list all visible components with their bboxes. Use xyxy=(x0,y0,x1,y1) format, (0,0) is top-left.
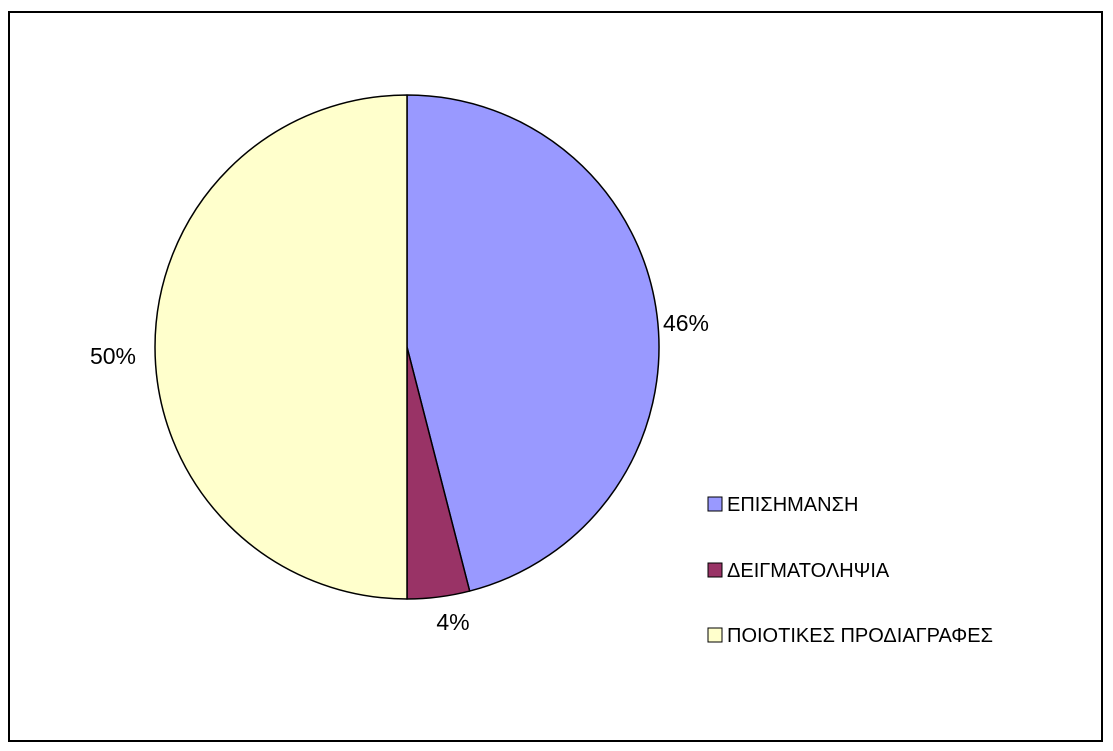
legend-swatch-deigmatolipsia xyxy=(707,562,723,578)
legend-label-poiotikes-prodiagrafes: ΠΟΙΟΤΙΚΕΣ ΠΡΟΔΙΑΓΡΑΦΕΣ xyxy=(727,625,993,647)
percent-label-episimansi: 46% xyxy=(663,310,709,336)
legend-label-deigmatolipsia: ΔΕΙΓΜΑΤΟΛΗΨΙΑ xyxy=(727,560,890,582)
legend-label-episimansi: ΕΠΙΣΗΜΑΝΣΗ xyxy=(727,494,858,516)
legend-item-episimansi: ΕΠΙΣΗΜΑΝΣΗ xyxy=(707,494,858,516)
legend-swatch-episimansi xyxy=(707,496,723,512)
percent-label-poiotikes-prodiagrafes: 50% xyxy=(90,343,136,369)
legend-swatch-poiotikes-prodiagrafes xyxy=(707,627,723,643)
legend-item-deigmatolipsia: ΔΕΙΓΜΑΤΟΛΗΨΙΑ xyxy=(707,560,890,582)
legend: ΕΠΙΣΗΜΑΝΣΗ ΔΕΙΓΜΑΤΟΛΗΨΙΑ ΠΟΙΟΤΙΚΕΣ ΠΡΟΔΙ… xyxy=(707,494,993,647)
pie-slice-episimansi xyxy=(406,94,660,592)
pie-slice-poiotikes-prodiagrafes xyxy=(154,94,408,600)
legend-item-poiotikes-prodiagrafes: ΠΟΙΟΤΙΚΕΣ ΠΡΟΔΙΑΓΡΑΦΕΣ xyxy=(707,625,993,647)
pie-slices xyxy=(154,94,660,600)
percent-label-deigmatolipsia: 4% xyxy=(436,609,469,635)
percent-labels: 46% 4% 50% xyxy=(90,310,709,635)
